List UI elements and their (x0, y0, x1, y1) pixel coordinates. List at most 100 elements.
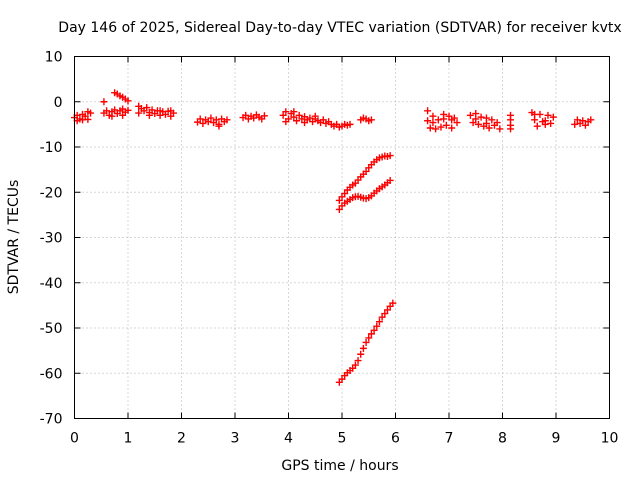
data-point (448, 116, 456, 124)
data-point (354, 357, 362, 365)
x-axis-label: GPS time / hours (281, 458, 398, 474)
y-tick-label: -60 (40, 366, 63, 382)
data-point (547, 119, 555, 127)
y-tick-label: 10 (45, 50, 63, 66)
data-point (359, 344, 367, 352)
y-tick-label: -20 (40, 185, 63, 201)
data-point (429, 112, 437, 120)
data-point (477, 113, 485, 121)
data-point (145, 111, 153, 119)
data-point (103, 107, 111, 115)
data-point (493, 119, 501, 127)
x-tick-label: 7 (445, 431, 454, 447)
data-point (338, 375, 346, 383)
data-point (282, 108, 290, 116)
data-point (335, 196, 343, 204)
data-point (311, 112, 319, 120)
data-point (365, 334, 373, 342)
data-point (119, 105, 127, 113)
data-point (351, 361, 359, 369)
data-point (424, 107, 432, 115)
data-point (581, 121, 589, 129)
data-point (378, 313, 386, 321)
data-point (386, 152, 394, 160)
data-point (466, 111, 474, 119)
data-point (424, 117, 432, 125)
data-point (488, 116, 496, 124)
x-tick-label: 6 (391, 431, 400, 447)
data-point (260, 112, 268, 120)
data-point (533, 122, 541, 130)
data-point (362, 338, 370, 346)
y-tick-label: -50 (40, 321, 63, 337)
data-point (293, 117, 301, 125)
data-point (196, 115, 204, 123)
data-point (496, 125, 504, 133)
data-point (531, 110, 539, 118)
data-point (100, 98, 108, 106)
data-point (507, 125, 515, 133)
data-point (362, 167, 370, 175)
data-point (223, 116, 231, 124)
data-point (167, 107, 175, 115)
data-point (448, 124, 456, 132)
tick-labels: 0 1 2 3 4 5 6 7 8 9 10 10 0 -10 -20 -30 -40 -50 -60 -70 (40, 50, 619, 447)
data-point (357, 350, 365, 358)
data-point (373, 322, 381, 330)
plot-frame (74, 56, 610, 419)
data-point (549, 113, 557, 121)
data-point (437, 123, 445, 131)
data-point (156, 107, 164, 115)
x-tick-label: 8 (498, 431, 507, 447)
data-point (432, 125, 440, 133)
y-tick-label: -40 (40, 276, 63, 292)
x-tick-label: 10 (601, 431, 619, 447)
data-point (386, 176, 394, 184)
data-point (135, 109, 143, 117)
data-points (71, 89, 595, 386)
x-tick-label: 4 (284, 431, 293, 447)
data-point (573, 116, 581, 124)
data-point (442, 121, 450, 129)
data-point (440, 110, 448, 118)
data-point (367, 116, 375, 124)
data-point (124, 97, 132, 105)
data-point (579, 117, 587, 125)
data-point (544, 111, 552, 119)
data-point (474, 120, 482, 128)
data-point (426, 124, 434, 132)
data-point (306, 114, 314, 122)
x-tick-label: 0 (70, 431, 79, 447)
data-point (367, 330, 375, 338)
y-tick-label: 0 (54, 95, 63, 111)
data-point (453, 119, 461, 127)
data-point (429, 119, 437, 127)
y-axis-label: SDTVAR / TECUs (6, 180, 22, 295)
y-tick-label: -30 (40, 231, 63, 247)
data-point (375, 318, 383, 326)
data-point (469, 119, 477, 127)
data-point (482, 119, 490, 127)
data-point (148, 106, 156, 114)
data-point (290, 108, 298, 116)
x-tick-label: 3 (231, 431, 240, 447)
data-point (445, 112, 453, 120)
data-point (242, 111, 250, 119)
data-point (381, 310, 389, 318)
data-point (434, 116, 442, 124)
data-point (301, 119, 309, 127)
data-point (383, 306, 391, 314)
data-point (108, 112, 116, 120)
data-point (389, 299, 397, 307)
data-point (207, 114, 215, 122)
data-point (204, 118, 212, 126)
chart-title: Day 146 of 2025, Sidereal Day-to-day VTE… (58, 20, 621, 36)
data-point (79, 116, 87, 124)
data-point (282, 118, 290, 126)
y-tick-label: -10 (40, 140, 63, 156)
data-point (295, 111, 303, 119)
data-point (571, 120, 579, 128)
data-point (485, 124, 493, 132)
y-tick-label: -70 (40, 412, 63, 428)
